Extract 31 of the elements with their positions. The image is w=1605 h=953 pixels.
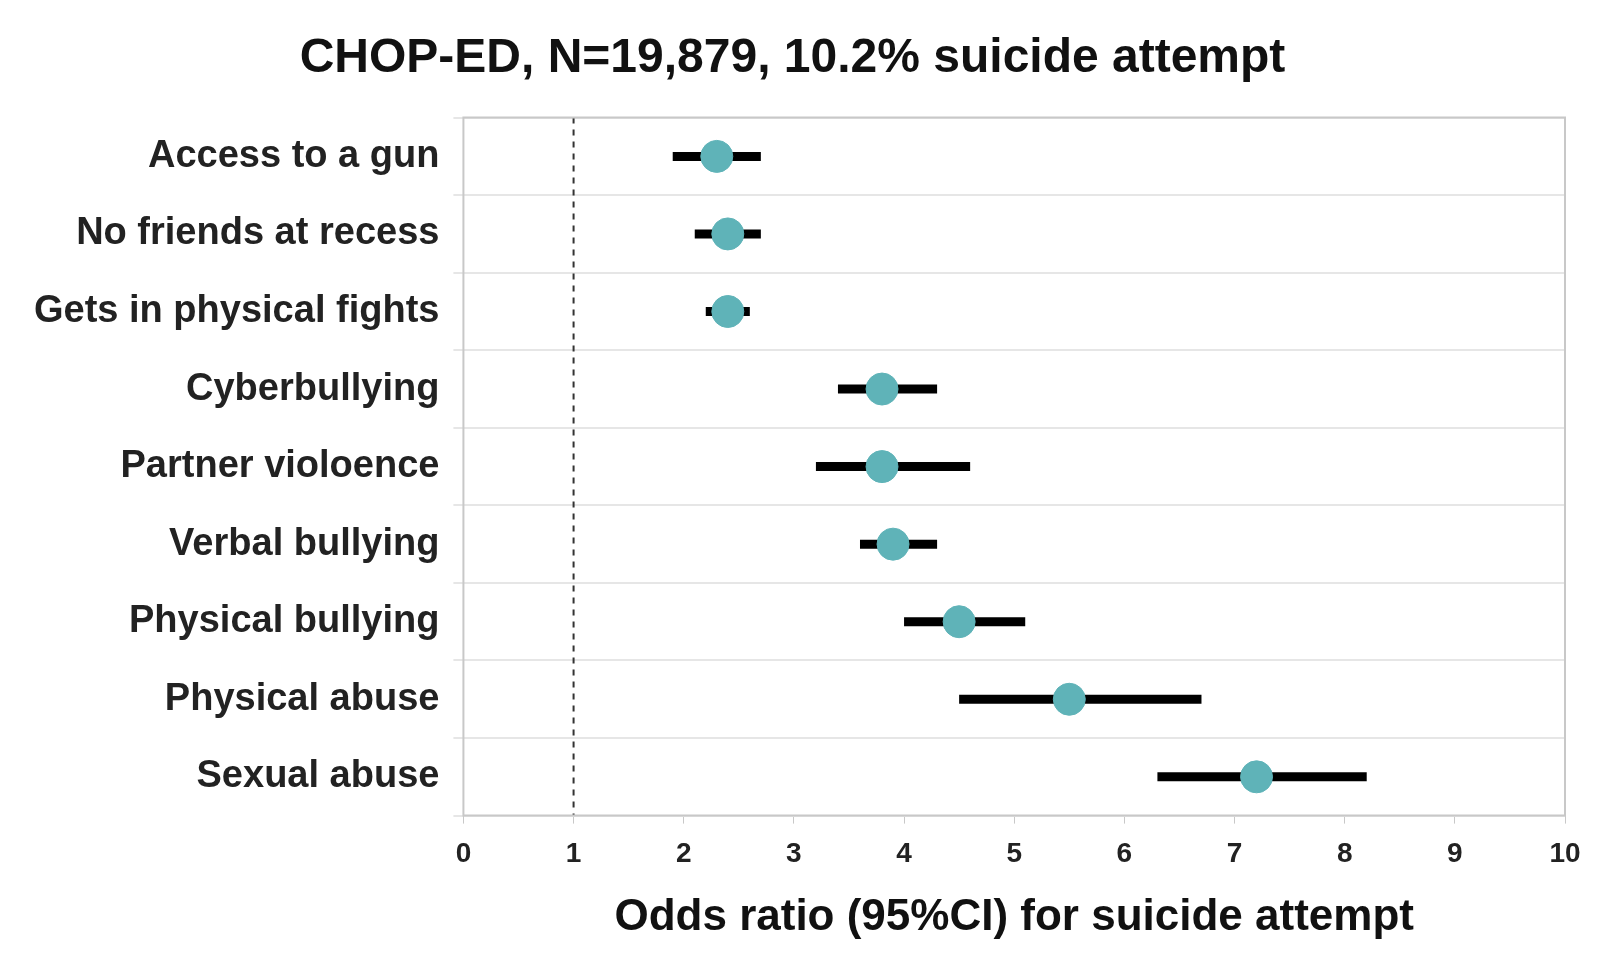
- point: [865, 450, 899, 484]
- point: [942, 605, 976, 639]
- y-tick-label: Sexual abuse: [196, 753, 440, 796]
- x-tick-label: 0: [455, 837, 472, 869]
- y-tick-label: Physical bullying: [129, 598, 440, 641]
- x-tick-label: 6: [1116, 837, 1133, 869]
- y-tick-label: Access to a gun: [148, 132, 440, 175]
- chart-title: CHOP-ED, N=19,879, 10.2% suicide attempt: [299, 29, 1286, 83]
- x-axis-title: Odds ratio (95%CI) for suicide attempt: [614, 889, 1415, 939]
- y-tick-label: Partner violoence: [120, 443, 440, 486]
- x-tick-label: 4: [896, 837, 913, 869]
- point: [711, 217, 745, 251]
- x-tick-label: 10: [1549, 837, 1581, 869]
- x-tick-label: 7: [1226, 837, 1243, 869]
- x-tick-label: 5: [1006, 837, 1022, 869]
- y-tick-label: Gets in physical fights: [34, 287, 440, 330]
- x-tick-label: 2: [675, 837, 692, 869]
- point: [1240, 760, 1274, 794]
- x-tick-label: 8: [1336, 837, 1353, 869]
- point: [865, 372, 899, 406]
- x-tick-label: 9: [1447, 837, 1463, 869]
- x-tick-label: 3: [786, 837, 802, 869]
- point: [700, 139, 734, 173]
- point: [876, 527, 910, 561]
- y-tick-label: Physical abuse: [164, 675, 440, 718]
- y-tick-label: Verbal bullying: [169, 520, 440, 563]
- point: [711, 294, 745, 328]
- point: [1052, 682, 1086, 716]
- y-tick-label: No friends at recess: [76, 210, 440, 253]
- x-tick-label: 1: [565, 837, 582, 869]
- y-tick-label: Cyberbullying: [186, 365, 440, 408]
